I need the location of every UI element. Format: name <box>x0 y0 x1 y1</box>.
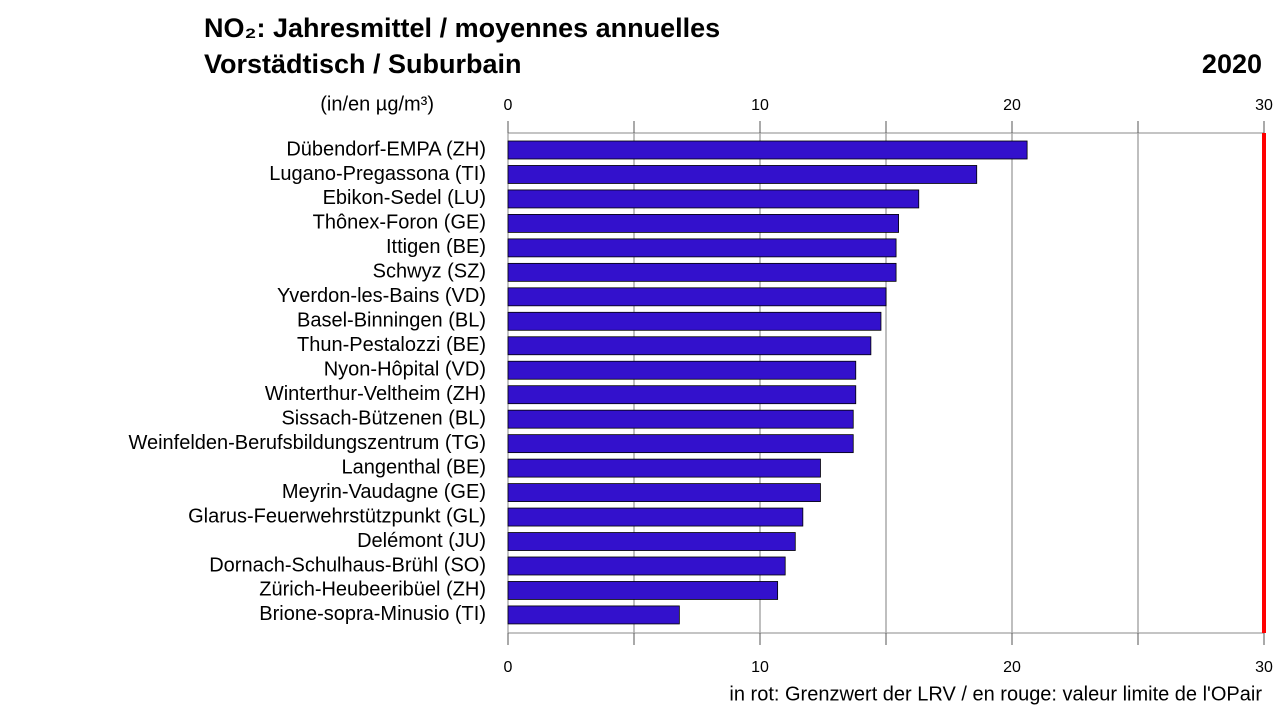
bar <box>507 507 804 527</box>
y-tick-label: Brione-sopra-Minusio (TI) <box>259 603 486 625</box>
bar <box>507 409 854 429</box>
chart-subtitle: Vorstädtisch / Suburbain <box>204 49 522 79</box>
bar <box>507 262 897 282</box>
y-tick-label: Weinfelden-Berufsbildungszentrum (TG) <box>128 432 486 454</box>
bar <box>507 336 872 356</box>
y-tick-label: Lugano-Pregassona (TI) <box>269 163 486 185</box>
y-tick-label: Winterthur-Veltheim (ZH) <box>265 383 486 405</box>
y-tick-label: Basel-Binningen (BL) <box>297 310 486 332</box>
y-tick-label: Yverdon-les-Bains (VD) <box>277 285 486 307</box>
bar <box>507 532 796 551</box>
bar <box>507 556 786 576</box>
bar <box>507 605 680 625</box>
y-tick-label: Nyon-Hôpital (VD) <box>324 359 486 381</box>
bar <box>507 311 882 331</box>
y-tick-label: Schwyz (SZ) <box>373 261 486 283</box>
x-tick-label: 0 <box>504 659 513 676</box>
x-tick-label: 10 <box>751 659 769 676</box>
bar <box>507 483 821 502</box>
y-tick-label: Ebikon-Sedel (LU) <box>323 187 486 209</box>
y-tick-label: Glarus-Feuerwehrstützpunkt (GL) <box>188 505 486 527</box>
x-tick-label: 10 <box>751 97 769 114</box>
x-tick-label: 30 <box>1255 97 1273 114</box>
y-tick-label: Dornach-Schulhaus-Brühl (SO) <box>209 554 486 576</box>
y-tick-label: Thônex-Foron (GE) <box>313 212 486 234</box>
y-tick-label: Thun-Pestalozzi (BE) <box>297 334 486 356</box>
y-tick-label: Sissach-Bützenen (BL) <box>281 407 486 429</box>
bar <box>507 287 887 307</box>
y-tick-label: Langenthal (BE) <box>341 456 486 478</box>
x-tick-label: 20 <box>1003 659 1021 676</box>
y-tick-label: Zürich-Heubeeribüel (ZH) <box>259 579 486 601</box>
bar <box>507 238 897 258</box>
bar <box>507 360 857 380</box>
year: 2020 <box>1202 49 1262 79</box>
x-tick-label: 20 <box>1003 97 1021 114</box>
bar <box>507 458 821 478</box>
y-tick-label: Delémont (JU) <box>357 530 486 552</box>
y-tick-label: Dübendorf-EMPA (ZH) <box>286 138 486 160</box>
note: in rot: Grenzwert der LRV / en rouge: va… <box>729 683 1262 705</box>
bar <box>507 165 978 184</box>
x-tick-label: 0 <box>504 97 513 114</box>
bar <box>507 140 1028 160</box>
bar <box>507 214 900 233</box>
bar <box>507 385 857 405</box>
y-tick-label: Meyrin-Vaudagne (GE) <box>282 481 486 503</box>
bar <box>507 581 779 600</box>
chart-title: NO₂: Jahresmittel / moyennes annuelles <box>204 13 720 43</box>
bar <box>507 189 920 209</box>
y-tick-label: Ittigen (BE) <box>386 236 486 258</box>
bar <box>507 434 854 454</box>
unit-label: (in/en µg/m³) <box>320 93 434 115</box>
x-tick-label: 30 <box>1255 659 1273 676</box>
